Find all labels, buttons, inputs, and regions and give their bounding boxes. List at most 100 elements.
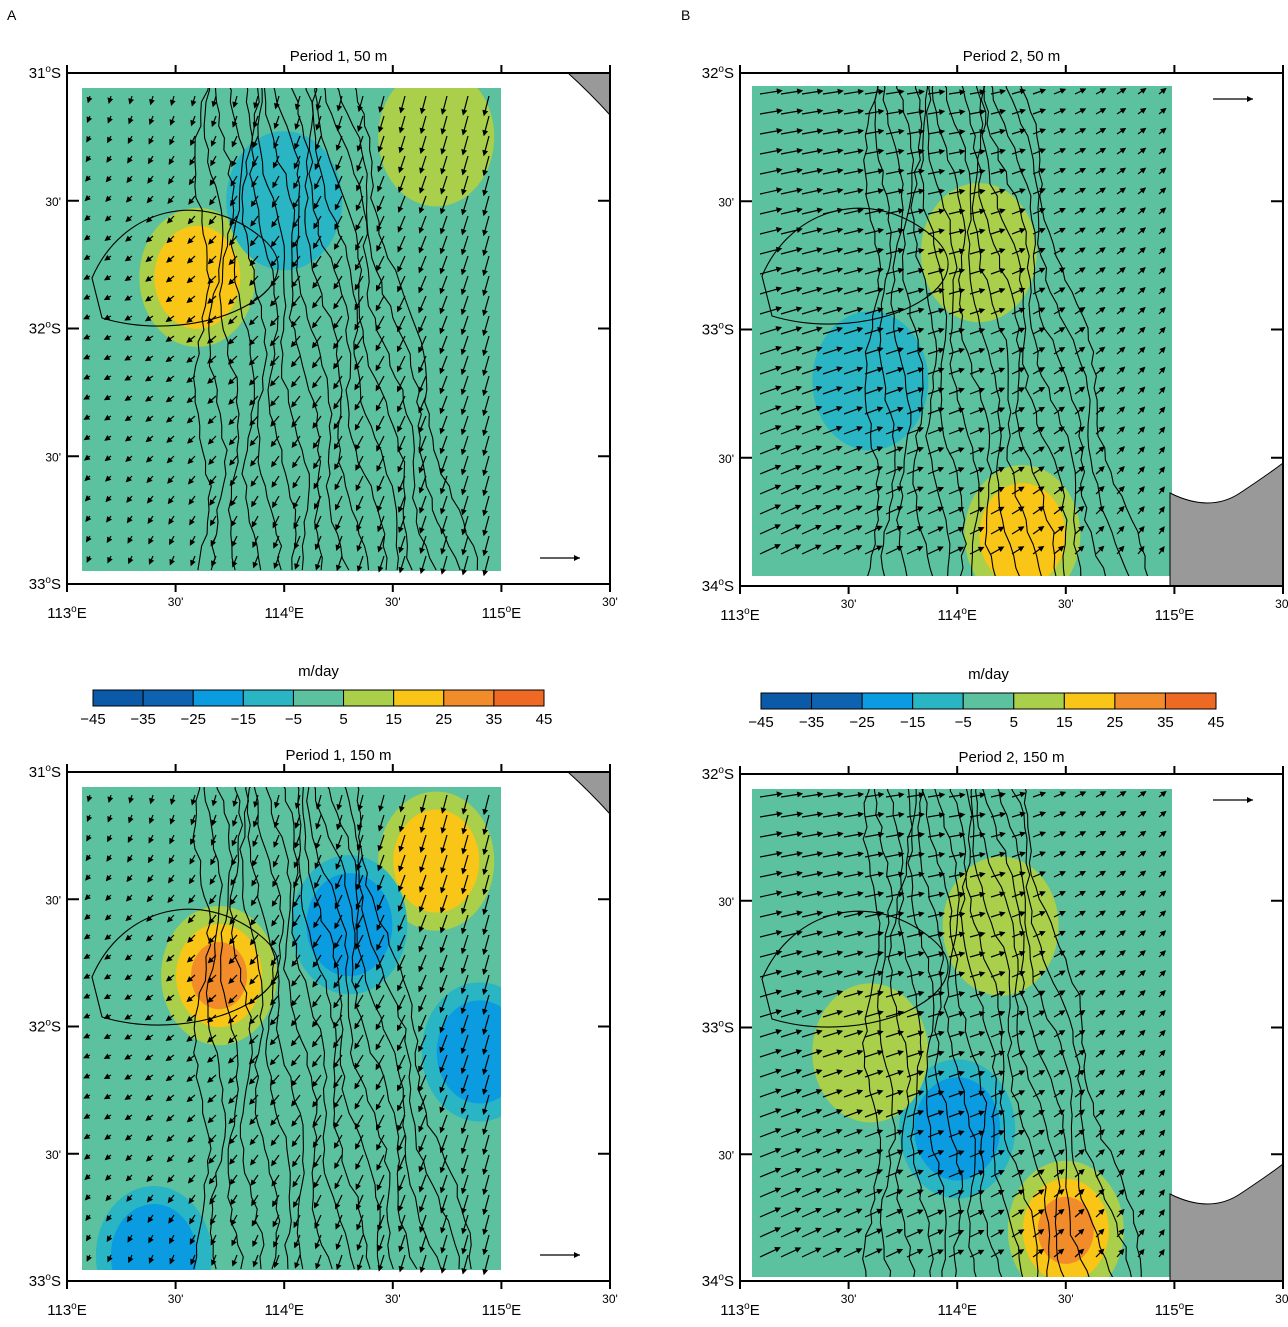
current-arrowhead [794,1207,802,1214]
current-arrowhead [1098,1129,1105,1136]
current-arrowhead [356,145,363,152]
current-arrowhead [249,978,256,985]
current-arrowhead [292,1180,299,1188]
current-arrowhead [312,242,319,250]
current-arrowhead [482,229,488,237]
current-arrowhead [1118,1049,1126,1056]
current-arrowhead [248,1018,256,1025]
current-arrowhead [917,1169,924,1176]
current-arrowhead [146,196,153,204]
current-arrowhead [1098,505,1105,513]
current-arrowhead [1059,910,1066,917]
current-arrowhead [1039,188,1046,194]
current-arrowhead [938,148,946,155]
current-arrowhead [190,1258,196,1266]
current-arrowhead [207,1137,215,1144]
current-arrowhead [85,874,92,881]
current-arrowhead [335,524,341,531]
current-arrowhead [376,884,383,892]
current-arrowhead [482,1048,488,1056]
current-arrowhead [917,466,924,473]
current-arrowhead [145,955,152,962]
current-arrowhead [1018,1130,1025,1136]
current-arrowhead [1098,326,1106,333]
isobath [246,787,292,1270]
current-arrowhead [249,439,256,447]
current-arrowhead [145,395,152,402]
current-arrowhead [857,227,864,234]
current-arrowhead [1058,1109,1066,1116]
current-arrowhead [460,1107,467,1115]
current-arrowhead [270,440,277,448]
current-arrowhead [439,307,445,315]
current-arrowhead [1037,525,1045,532]
current-arrowhead [269,1079,277,1086]
current-arrowhead [937,387,945,393]
current-arrowhead [312,262,319,269]
current-arrowhead [145,275,152,282]
current-arrowhead [397,186,404,193]
current-arrowhead [419,1226,425,1233]
current-arrowhead [354,1062,360,1070]
isobath [896,86,934,576]
current-arrowhead [249,1138,256,1146]
current-arrowhead [440,1247,446,1254]
current-arrowhead [776,147,783,154]
colorbar-swatch [242,689,294,707]
current-arrowhead [166,236,173,244]
current-arrowhead [795,1148,802,1154]
current-arrowhead [145,236,153,243]
coastline [566,771,611,816]
current-arrowhead [776,187,783,194]
current-arrowhead [106,1215,112,1222]
current-arrowhead [376,185,383,193]
current-arrowhead [1119,970,1126,977]
current-arrowhead [1059,831,1067,837]
lat-label: 30' [45,1148,61,1162]
current-arrowhead [1119,207,1127,214]
current-arrowhead [1058,1049,1066,1056]
current-arrowhead [460,468,467,476]
current-arrowhead [83,314,90,320]
current-arrowhead [271,220,278,228]
current-arrowhead [877,327,884,333]
current-arrowhead [125,215,132,223]
current-arrowhead [1058,307,1066,313]
lon-label: 30' [168,1292,184,1306]
current-arrowhead [211,120,217,128]
current-arrowhead [148,558,155,565]
current-arrowhead [877,1030,884,1036]
current-arrowhead [83,1033,90,1039]
current-arrowhead [165,975,173,982]
current-arrowhead [1099,811,1107,817]
current-arrowhead [1098,346,1106,353]
current-arrowhead [775,969,783,976]
current-arrowhead [938,871,946,878]
current-arrowhead [978,487,985,493]
current-arrowhead [1138,1109,1146,1116]
current-arrowhead [482,1168,488,1176]
current-arrowhead [104,914,112,921]
current-arrowhead [978,991,986,997]
current-arrowhead [1098,1228,1105,1235]
isobath [907,789,947,1277]
current-arrowhead [84,1194,92,1201]
current-arrowhead [397,885,404,892]
current-arrowhead [1118,545,1125,553]
current-arrowhead [269,999,277,1006]
lon-label: 114oE [264,1301,304,1319]
current-arrowhead [1118,1089,1126,1096]
current-arrowhead [1078,1069,1086,1076]
current-arrowhead [169,798,176,805]
current-arrowhead [83,334,90,340]
current-arrowhead [1078,1188,1085,1196]
current-arrowhead [124,295,131,301]
current-arrowhead [293,881,299,889]
current-arrowhead [876,1208,883,1215]
current-arrowhead [127,137,134,144]
current-arrowhead [958,308,966,314]
current-arrowhead [816,831,824,838]
current-arrowhead [376,465,382,472]
current-arrowhead [292,481,299,489]
current-arrowhead [957,447,965,453]
